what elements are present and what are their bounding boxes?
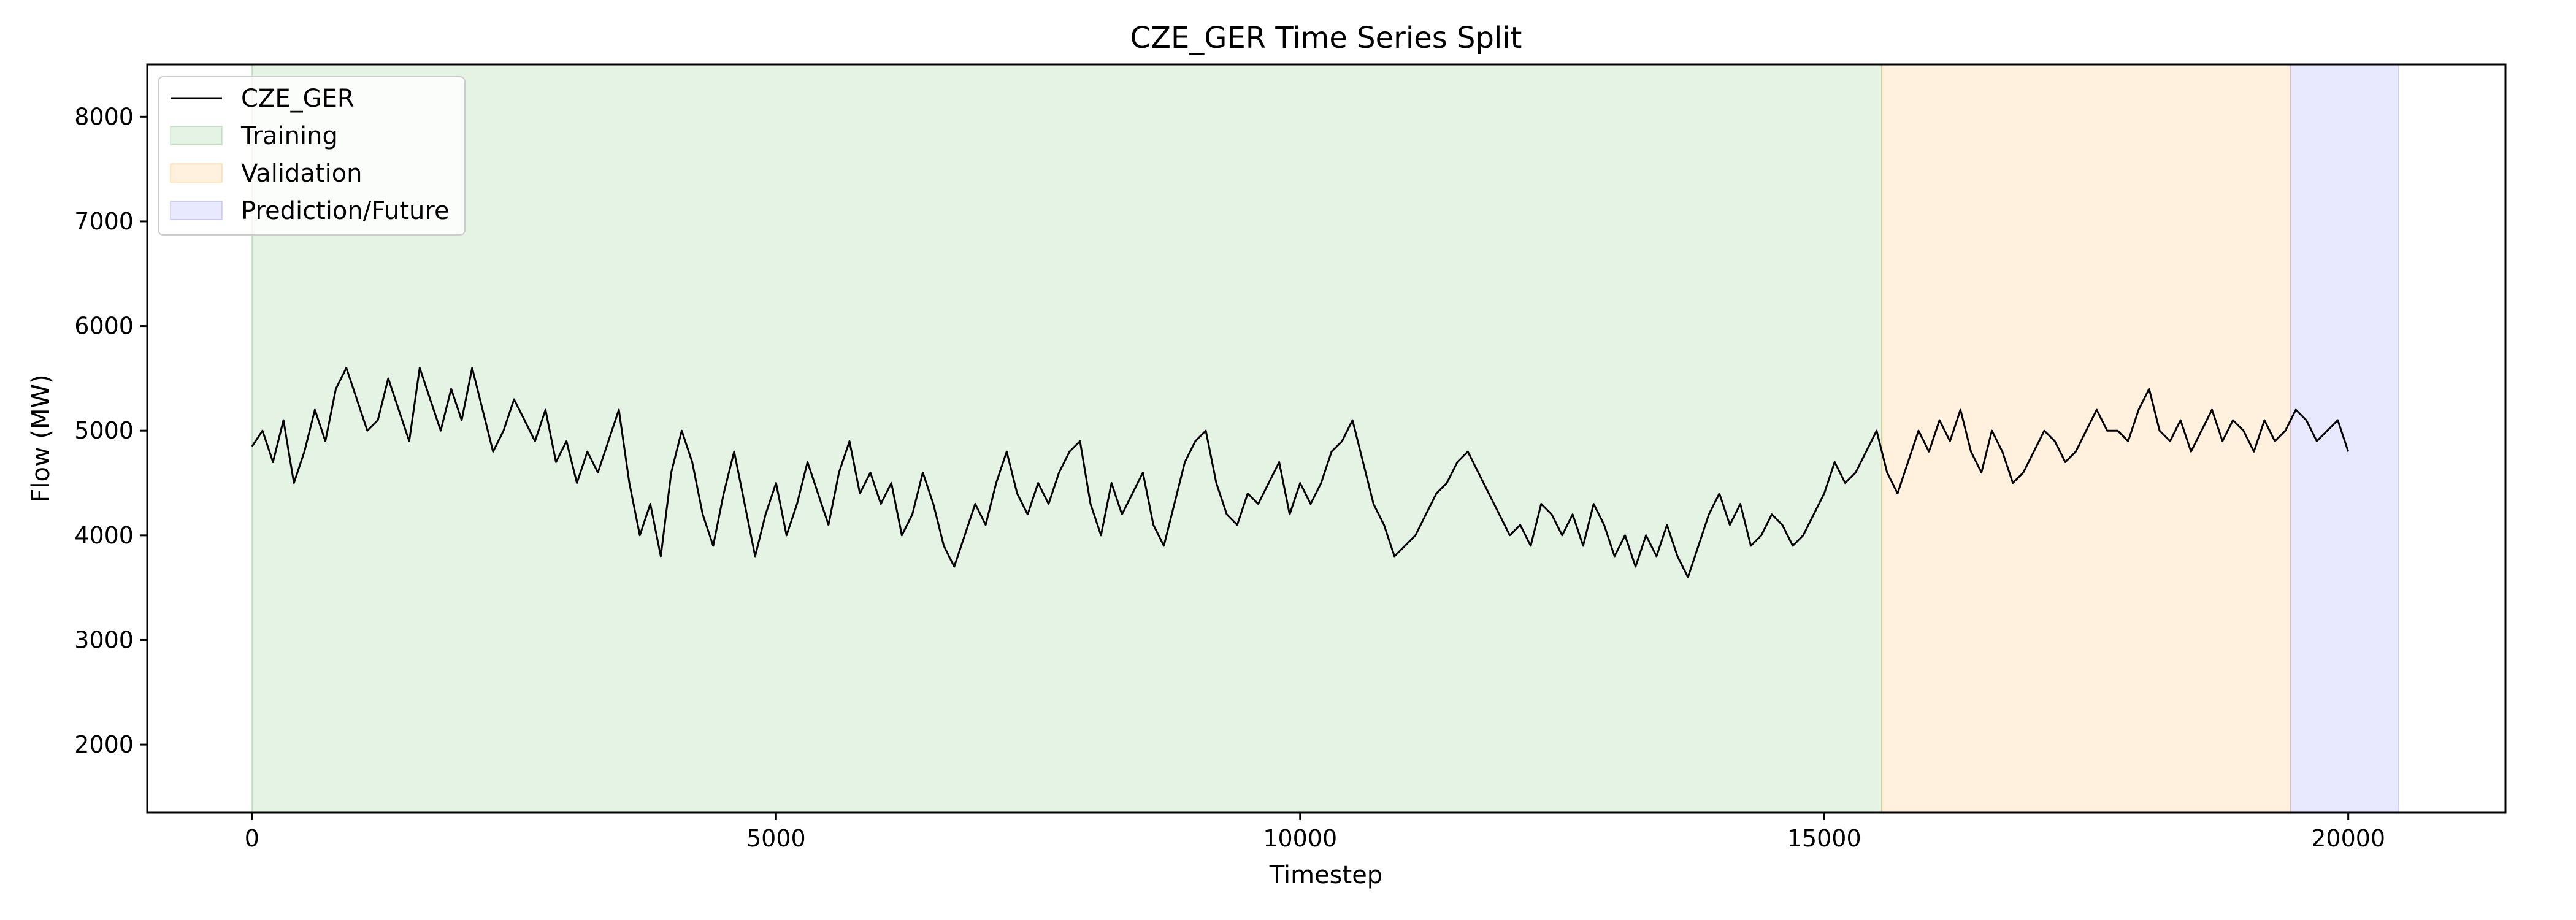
x-axis: 0 5000 10000 15000 20000 bbox=[245, 813, 2385, 852]
y-tick-label: 6000 bbox=[74, 313, 134, 340]
legend-swatch-training bbox=[170, 126, 223, 145]
x-tick-label: 5000 bbox=[746, 825, 806, 852]
plot-frame bbox=[146, 63, 2507, 814]
region-validation bbox=[1881, 64, 2291, 813]
y-tick-label: 3000 bbox=[74, 626, 134, 653]
series-layer bbox=[251, 367, 2350, 578]
y-tick-label: 7000 bbox=[74, 208, 134, 235]
y-tick-label: 5000 bbox=[74, 417, 134, 444]
legend-label-prediction: Prediction/Future bbox=[241, 197, 450, 225]
region-training bbox=[251, 64, 1883, 813]
legend-label-validation: Validation bbox=[241, 159, 362, 188]
legend-label-series: CZE_GER bbox=[241, 85, 355, 113]
y-axis: 2000 3000 4000 5000 6000 7000 8000 bbox=[74, 103, 147, 758]
series-line-cze-ger bbox=[251, 367, 2350, 578]
x-axis-label: Timestep bbox=[1269, 861, 1382, 889]
x-tick-label: 20000 bbox=[2311, 825, 2385, 852]
legend-swatch-validation bbox=[170, 163, 223, 183]
x-tick-label: 15000 bbox=[1787, 825, 1861, 852]
y-axis-label: Flow (MW) bbox=[27, 374, 55, 502]
chart-title: CZE_GER Time Series Split bbox=[1130, 21, 1522, 55]
legend-box bbox=[158, 76, 466, 236]
legend-label-training: Training bbox=[240, 122, 338, 150]
y-tick-label: 4000 bbox=[74, 522, 134, 549]
split-regions bbox=[251, 64, 2399, 813]
y-tick-label: 8000 bbox=[74, 103, 134, 130]
y-tick-label: 2000 bbox=[74, 731, 134, 758]
legend-swatch-prediction bbox=[170, 201, 223, 220]
x-tick-label: 0 bbox=[245, 825, 259, 852]
legend: CZE_GER Training Validation Prediction/F… bbox=[158, 76, 466, 236]
x-tick-label: 10000 bbox=[1263, 825, 1337, 852]
